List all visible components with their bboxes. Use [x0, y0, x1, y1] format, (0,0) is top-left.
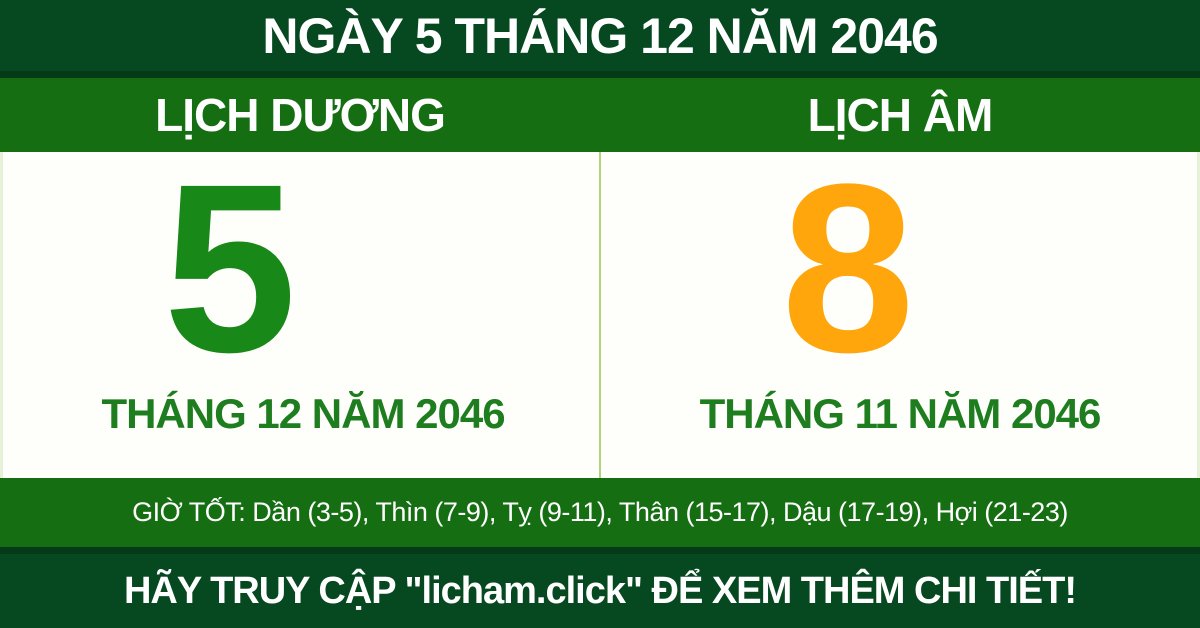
solar-day-number: 5 [163, 134, 297, 402]
calendar-type-bar: LỊCH DƯƠNG LỊCH ÂM [0, 78, 1200, 152]
date-header-title: NGÀY 5 THÁNG 12 NĂM 2046 [262, 7, 938, 64]
lunar-calendar-label: LỊCH ÂM [807, 89, 994, 141]
lunar-day-number: 8 [781, 134, 915, 402]
calendar-body: 5 8 THÁNG 12 NĂM 2046 THÁNG 11 NĂM 2046 [0, 134, 1200, 478]
footer-cta-bar: HÃY TRUY CẬP "licham.click" ĐỂ XEM THÊM … [0, 547, 1200, 628]
lunar-month-year-label: THÁNG 11 NĂM 2046 [699, 390, 1102, 437]
solar-calendar-label: LỊCH DƯƠNG [155, 89, 446, 141]
footer-cta-text: HÃY TRUY CẬP "licham.click" ĐỂ XEM THÊM … [123, 569, 1077, 612]
date-header-bar: NGÀY 5 THÁNG 12 NĂM 2046 [0, 0, 1200, 78]
good-hours-bar: GIỜ TỐT: Dần (3-5), Thìn (7-9), Tỵ (9-11… [0, 478, 1200, 547]
column-divider [599, 152, 601, 478]
solar-month-year-label: THÁNG 12 NĂM 2046 [101, 390, 505, 437]
good-hours-text: GIỜ TỐT: Dần (3-5), Thìn (7-9), Tỵ (9-11… [132, 497, 1068, 527]
